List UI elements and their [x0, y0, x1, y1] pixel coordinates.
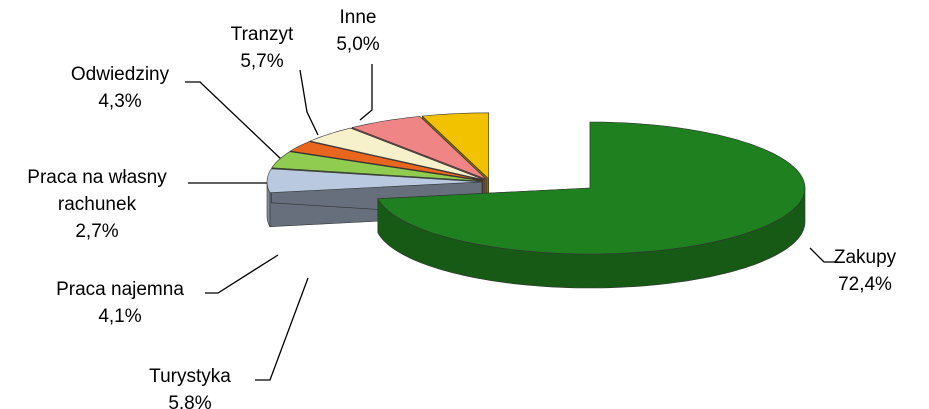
value-label: 2,7% — [75, 221, 119, 242]
slice — [309, 127, 485, 181]
value-label: 5,7% — [240, 51, 284, 72]
slice — [421, 112, 490, 180]
value-label: 4,3% — [98, 91, 142, 112]
label: Turystyka 5,8% — [149, 363, 231, 409]
leader-line — [255, 277, 309, 381]
slice — [351, 116, 487, 180]
leader-line — [299, 69, 319, 136]
slices — [266, 112, 806, 289]
slice — [271, 151, 483, 182]
label: Praca na własny rachunek 2,7% — [2, 164, 192, 245]
label: Praca najemna 4,1% — [56, 276, 184, 330]
label: Zakupy 72,4% — [834, 244, 896, 298]
value-label: 5,8% — [168, 393, 212, 409]
value-label: 4,1% — [98, 306, 142, 327]
category-label: Praca najemna — [56, 279, 184, 300]
value-label: 72,4% — [838, 274, 892, 295]
slice — [289, 141, 484, 181]
category-label: Odwiedziny — [70, 64, 170, 85]
category-label: Zakupy — [833, 247, 897, 268]
slice — [266, 168, 483, 194]
label: Inne 5,0% — [336, 4, 379, 58]
leader-line — [359, 64, 373, 121]
leader-lines — [185, 64, 838, 381]
category-label: Praca na własny rachunek — [27, 167, 167, 215]
label: Odwiedziny 4,3% — [71, 61, 169, 115]
leader-line — [205, 254, 279, 294]
slice — [377, 121, 806, 255]
category-label: Turystyka — [149, 366, 231, 387]
category-label: Inne — [339, 7, 377, 28]
category-label: Tranzyt — [230, 24, 294, 45]
label: Tranzyt 5,7% — [231, 21, 294, 75]
value-label: 5,0% — [336, 34, 380, 55]
leader-line — [809, 247, 838, 263]
leader-line — [185, 81, 283, 161]
